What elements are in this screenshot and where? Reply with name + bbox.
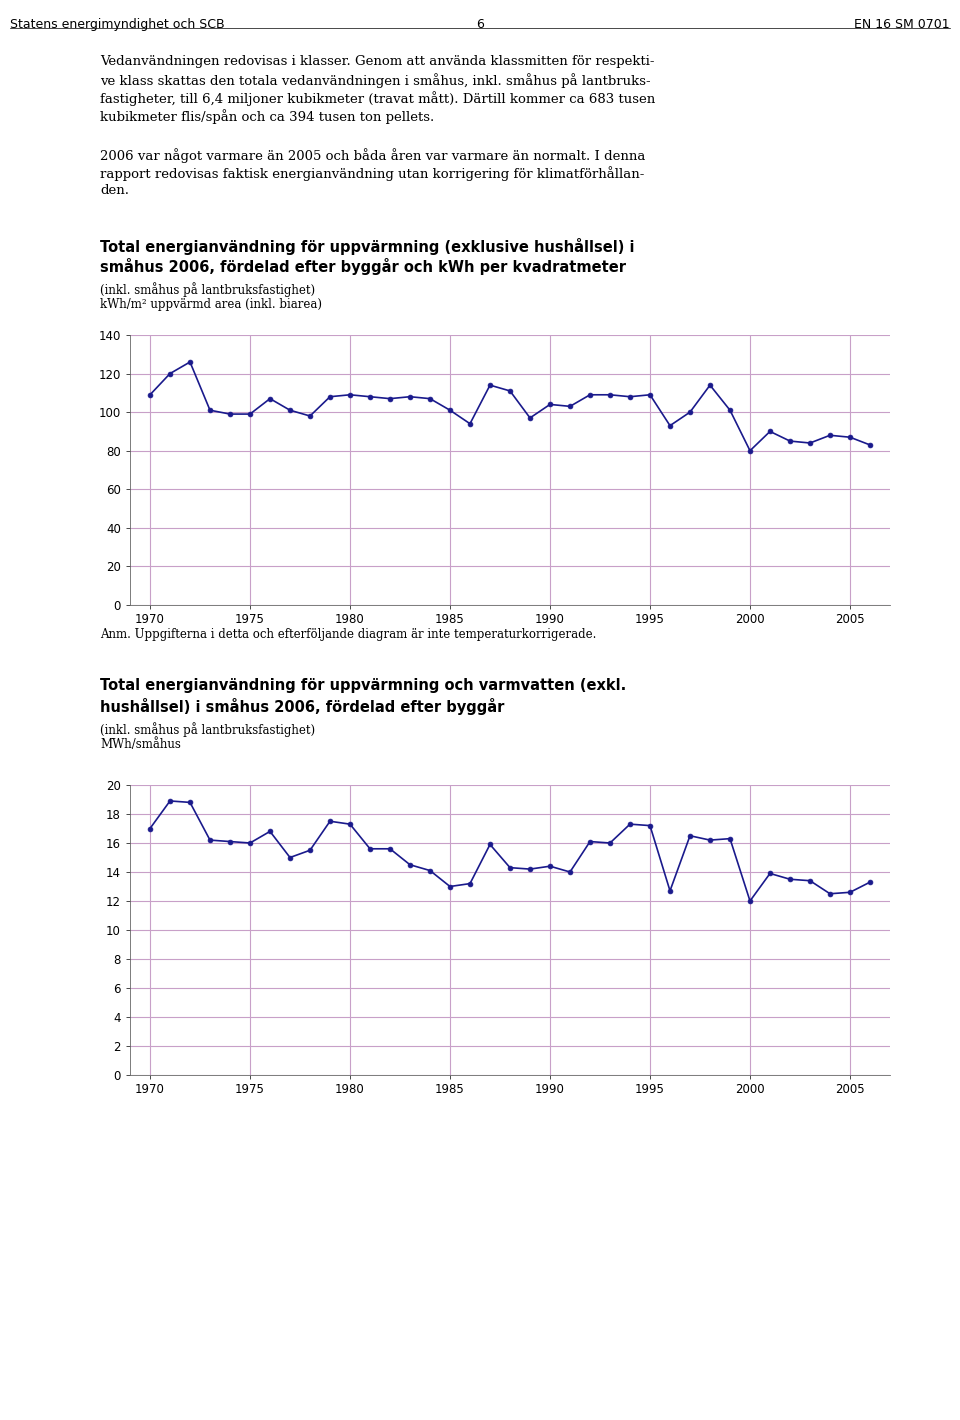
- Text: Total energianvändning för uppvärmning och varmvatten (exkl.: Total energianvändning för uppvärmning o…: [100, 677, 626, 693]
- Text: småhus 2006, fördelad efter byggår och kWh per kvadratmeter: småhus 2006, fördelad efter byggår och k…: [100, 258, 626, 275]
- Text: MWh/småhus: MWh/småhus: [100, 738, 180, 751]
- Text: Total energianvändning för uppvärmning (exklusive hushållsel) i: Total energianvändning för uppvärmning (…: [100, 239, 635, 256]
- Text: (inkl. småhus på lantbruksfastighet): (inkl. småhus på lantbruksfastighet): [100, 283, 315, 297]
- Text: 6: 6: [476, 18, 484, 31]
- Text: den.: den.: [100, 185, 129, 197]
- Text: Anm. Uppgifterna i detta och efterföljande diagram är inte temperaturkorrigerade: Anm. Uppgifterna i detta och efterföljan…: [100, 628, 596, 640]
- Text: (inkl. småhus på lantbruksfastighet): (inkl. småhus på lantbruksfastighet): [100, 721, 315, 737]
- Text: fastigheter, till 6,4 miljoner kubikmeter (travat mått). Därtill kommer ca 683 t: fastigheter, till 6,4 miljoner kubikmete…: [100, 91, 656, 106]
- Text: kubikmeter flis/spån och ca 394 tusen ton pellets.: kubikmeter flis/spån och ca 394 tusen to…: [100, 109, 434, 124]
- Text: 2006 var något varmare än 2005 och båda åren var varmare än normalt. I denna: 2006 var något varmare än 2005 och båda …: [100, 148, 645, 163]
- Text: kWh/m² uppvärmd area (inkl. biarea): kWh/m² uppvärmd area (inkl. biarea): [100, 298, 322, 311]
- Text: EN 16 SM 0701: EN 16 SM 0701: [854, 18, 950, 31]
- Text: Vedanvändningen redovisas i klasser. Genom att använda klassmitten för respekti-: Vedanvändningen redovisas i klasser. Gen…: [100, 55, 655, 68]
- Text: ve klass skattas den totala vedanvändningen i småhus, inkl. småhus på lantbruks-: ve klass skattas den totala vedanvändnin…: [100, 72, 651, 88]
- Text: Statens energimyndighet och SCB: Statens energimyndighet och SCB: [10, 18, 225, 31]
- Text: rapport redovisas faktisk energianvändning utan korrigering för klimatförhållan-: rapport redovisas faktisk energianvändni…: [100, 166, 644, 180]
- Text: hushållsel) i småhus 2006, fördelad efter byggår: hushållsel) i småhus 2006, fördelad efte…: [100, 699, 504, 716]
